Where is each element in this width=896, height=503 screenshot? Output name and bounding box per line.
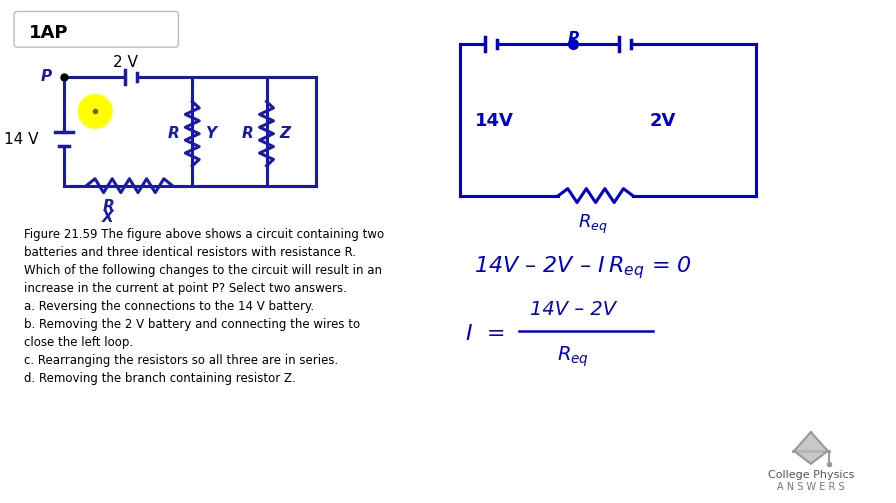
Text: Figure 21.59 The figure above shows a circuit containing two
batteries and three: Figure 21.59 The figure above shows a ci… xyxy=(24,228,384,385)
Text: R: R xyxy=(168,126,179,141)
Circle shape xyxy=(79,95,112,128)
Text: 2V: 2V xyxy=(650,112,676,130)
Polygon shape xyxy=(794,432,828,464)
Text: Y: Y xyxy=(205,126,216,141)
Text: 14V – 2V: 14V – 2V xyxy=(530,300,616,319)
Text: 14V: 14V xyxy=(475,112,513,130)
Text: Z: Z xyxy=(280,126,290,141)
Text: X: X xyxy=(102,210,114,225)
Text: P: P xyxy=(40,69,52,85)
FancyBboxPatch shape xyxy=(14,12,178,47)
Text: $R_{eq}$: $R_{eq}$ xyxy=(578,212,608,235)
Text: College Physics: College Physics xyxy=(768,470,854,480)
Text: P: P xyxy=(568,31,579,46)
Text: I  =: I = xyxy=(467,324,506,344)
Text: 2 V: 2 V xyxy=(113,55,137,70)
Text: 14 V: 14 V xyxy=(4,132,39,147)
Text: 14V – 2V – I $R_{eq}$ = 0: 14V – 2V – I $R_{eq}$ = 0 xyxy=(474,255,692,281)
Text: $R_{eq}$: $R_{eq}$ xyxy=(557,345,590,369)
Text: A N S W E R S: A N S W E R S xyxy=(777,482,845,491)
Text: 1AP: 1AP xyxy=(29,24,68,42)
Text: R: R xyxy=(242,126,254,141)
Text: R: R xyxy=(102,199,114,214)
